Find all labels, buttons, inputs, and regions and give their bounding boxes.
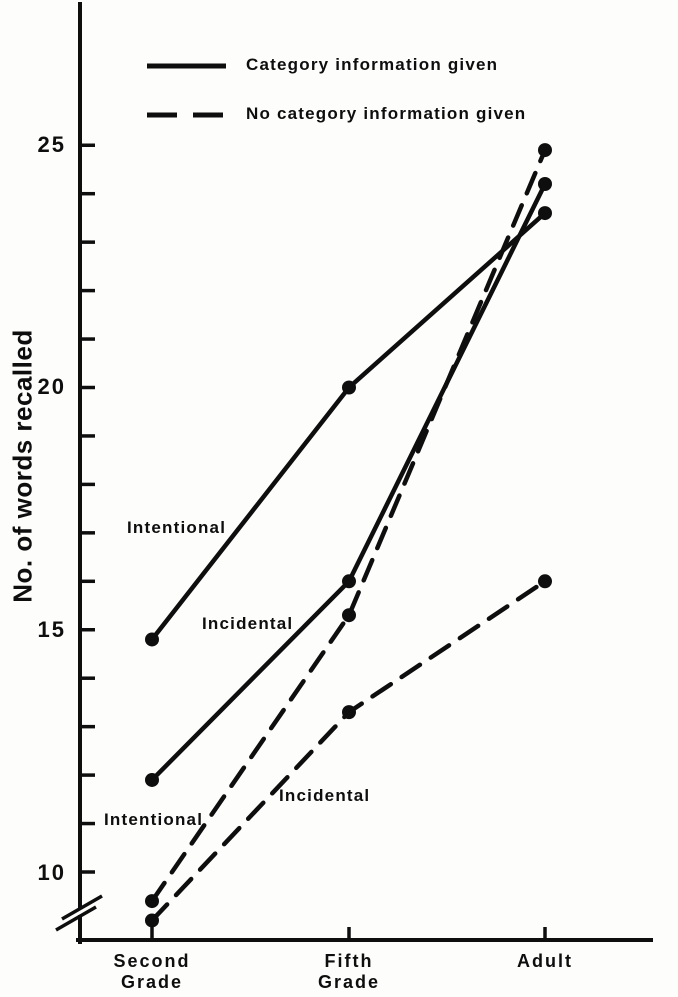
data-point-solid-incidental bbox=[538, 177, 552, 192]
axis-break-slash bbox=[61, 894, 103, 921]
y-axis-title: No. of words recalled bbox=[7, 329, 38, 603]
series-line-dashed-intentional bbox=[149, 147, 548, 904]
legend-label-category-given: Category information given bbox=[246, 55, 499, 74]
y-tick-label-15: 15 bbox=[37, 617, 66, 642]
x-category-line: Grade bbox=[317, 972, 381, 992]
data-point-solid-incidental bbox=[145, 772, 159, 787]
data-point-solid-intentional bbox=[538, 206, 552, 221]
series-line-solid-incidental bbox=[149, 181, 548, 783]
x-category-second-grade: Second Grade bbox=[82, 951, 222, 993]
data-point-solid-intentional bbox=[342, 380, 356, 395]
x-category-line: Grade bbox=[120, 972, 184, 992]
x-category-fifth-grade: Fifth Grade bbox=[279, 951, 419, 993]
x-category-line: Adult bbox=[517, 951, 573, 971]
data-point-dashed-intentional bbox=[145, 894, 159, 909]
annotation-dashed-intentional: Intentional bbox=[104, 810, 204, 829]
data-point-solid-incidental bbox=[342, 574, 356, 589]
data-point-solid-intentional bbox=[145, 632, 159, 647]
legend-label-no-category-given: No category information given bbox=[246, 104, 527, 123]
annotation-solid-intentional: Intentional bbox=[127, 518, 227, 537]
x-category-adult: Adult bbox=[475, 951, 615, 972]
y-tick-label-10: 10 bbox=[37, 860, 66, 885]
x-category-line: Second bbox=[113, 951, 191, 971]
y-tick-label-25: 25 bbox=[37, 132, 66, 157]
axis-break-slash bbox=[55, 905, 97, 932]
annotation-dashed-incidental: Incidental bbox=[279, 786, 371, 805]
data-point-dashed-incidental bbox=[342, 705, 356, 720]
data-point-dashed-intentional bbox=[538, 143, 552, 158]
data-point-dashed-intentional bbox=[342, 608, 356, 623]
y-tick-label-20: 20 bbox=[37, 374, 66, 399]
data-point-dashed-incidental bbox=[538, 574, 552, 589]
x-category-line: Fifth bbox=[324, 951, 374, 971]
annotation-solid-incidental: Incidental bbox=[202, 614, 294, 633]
data-point-dashed-incidental bbox=[145, 913, 159, 928]
